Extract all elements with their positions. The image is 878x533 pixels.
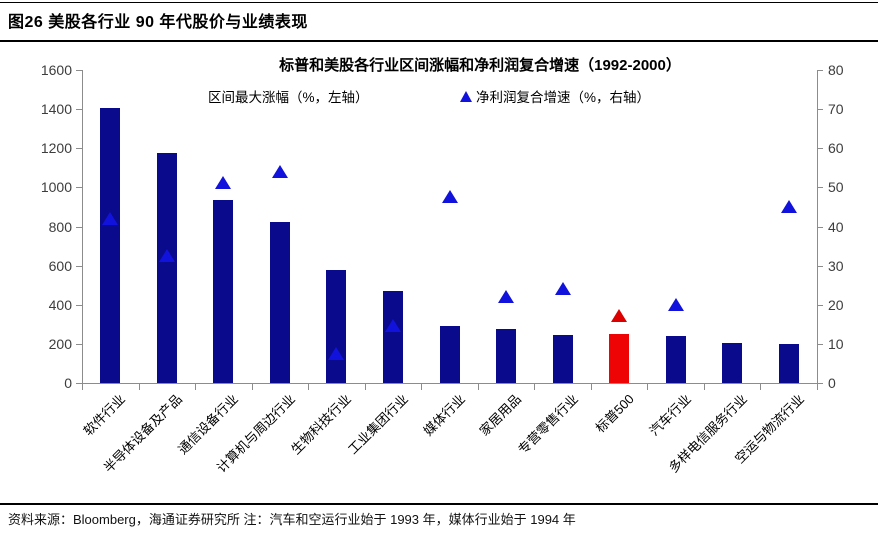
right-axis-tick-label: 60 xyxy=(828,140,844,157)
header-divider xyxy=(0,40,878,42)
bar xyxy=(722,342,743,383)
left-axis-tick xyxy=(76,226,82,228)
left-axis-tick xyxy=(76,383,82,384)
left-axis-tick-label: 1000 xyxy=(40,179,72,196)
right-axis-tick xyxy=(817,343,823,345)
bottom-axis-tick xyxy=(703,383,705,390)
bottom-axis-tick xyxy=(308,383,310,390)
profit-growth-marker xyxy=(384,319,401,333)
source-note: 资料来源：Bloomberg，海通证券研究所 注：汽车和空运行业始于 1993 … xyxy=(8,512,576,527)
bottom-axis-tick xyxy=(647,383,649,390)
bottom-axis-tick xyxy=(138,383,140,390)
bottom-axis-tick xyxy=(251,383,253,390)
chart-title: 标普和美股各行业区间涨幅和净利润复合增速（1992-2000） xyxy=(279,57,681,74)
bar xyxy=(269,221,290,383)
bar xyxy=(100,108,121,383)
right-axis-tick-label: 70 xyxy=(828,101,844,118)
bar xyxy=(382,291,403,383)
right-axis-tick-label: 30 xyxy=(828,257,844,274)
left-axis-tick-label: 0 xyxy=(64,375,72,391)
right-axis-tick-label: 0 xyxy=(828,375,836,391)
profit-growth-marker xyxy=(158,248,175,262)
right-axis-tick xyxy=(817,304,823,306)
right-axis-tick-label: 20 xyxy=(828,296,844,313)
footer-divider xyxy=(0,503,878,505)
bar xyxy=(439,326,460,383)
left-axis-line xyxy=(82,70,83,384)
legend-label-markers: 净利润复合增速（%，右轴） xyxy=(476,90,651,105)
right-axis-tick xyxy=(817,383,823,384)
bottom-axis-tick xyxy=(364,383,366,390)
bar xyxy=(213,200,234,383)
right-axis-tick xyxy=(817,226,823,228)
right-axis-tick-label: 40 xyxy=(828,218,844,235)
bottom-axis-tick xyxy=(534,383,536,390)
right-axis-tick-label: 10 xyxy=(828,335,844,352)
profit-growth-marker xyxy=(328,346,345,360)
bar xyxy=(778,343,799,383)
profit-growth-marker xyxy=(554,282,571,296)
profit-growth-marker xyxy=(441,190,458,204)
bar xyxy=(326,269,347,383)
right-axis-tick xyxy=(817,70,823,71)
left-axis-tick xyxy=(76,70,82,71)
bottom-axis-tick xyxy=(477,383,479,390)
highlight-bar xyxy=(609,334,630,383)
bar xyxy=(496,329,517,383)
profit-growth-marker xyxy=(667,297,684,311)
bottom-axis-tick xyxy=(421,383,423,390)
right-axis-tick xyxy=(817,148,823,150)
right-axis-tick-label: 80 xyxy=(828,62,844,78)
right-axis-tick-label: 50 xyxy=(828,179,844,196)
left-axis-tick-label: 800 xyxy=(48,218,72,235)
left-axis-tick xyxy=(76,304,82,306)
profit-growth-marker xyxy=(215,176,232,190)
legend-label-bars: 区间最大涨幅（%，左轴） xyxy=(208,90,369,105)
bar xyxy=(552,335,573,383)
plot-area: 0 200 400 600 800 1000 1200 1400 1600 0 10 20 30 40 50… xyxy=(41,62,844,475)
bar xyxy=(665,336,686,383)
top-divider xyxy=(0,2,878,3)
legend-item-markers: 净利润复合增速（%，右轴） xyxy=(460,86,650,106)
left-axis-tick xyxy=(76,109,82,111)
right-axis-tick xyxy=(817,187,823,189)
left-axis-tick-label: 200 xyxy=(48,335,72,352)
bottom-axis-tick xyxy=(817,383,818,390)
bottom-axis-tick xyxy=(590,383,592,390)
right-axis-tick xyxy=(817,265,823,267)
left-axis-tick-label: 600 xyxy=(48,257,72,274)
bottom-axis-tick xyxy=(760,383,762,390)
left-axis-tick xyxy=(76,187,82,189)
highlight-profit-marker xyxy=(611,309,628,323)
left-axis-tick xyxy=(76,343,82,345)
bottom-axis-tick xyxy=(82,383,83,390)
right-axis-tick xyxy=(817,109,823,111)
chart-legend: 区间最大涨幅（%，左轴） 净利润复合增速（%，右轴） xyxy=(0,86,878,106)
bar xyxy=(156,153,177,383)
legend-item-bars: 区间最大涨幅（%，左轴） xyxy=(193,86,369,106)
bottom-axis-line xyxy=(76,383,823,384)
profit-growth-marker xyxy=(780,199,797,213)
triangle-legend-swatch-icon xyxy=(460,90,472,102)
left-axis-tick-label: 1600 xyxy=(40,62,72,78)
left-axis-tick xyxy=(76,148,82,150)
left-axis-tick-label: 400 xyxy=(48,296,72,313)
figure-title: 图26 美股各行业 90 年代股价与业绩表现 xyxy=(8,14,308,31)
profit-growth-marker xyxy=(271,164,288,178)
bottom-axis-tick xyxy=(195,383,197,390)
profit-growth-marker xyxy=(498,289,515,303)
left-axis-tick-label: 1200 xyxy=(40,140,72,157)
left-axis-tick xyxy=(76,265,82,267)
left-axis-tick-label: 1400 xyxy=(40,101,72,118)
profit-growth-marker xyxy=(102,211,119,225)
